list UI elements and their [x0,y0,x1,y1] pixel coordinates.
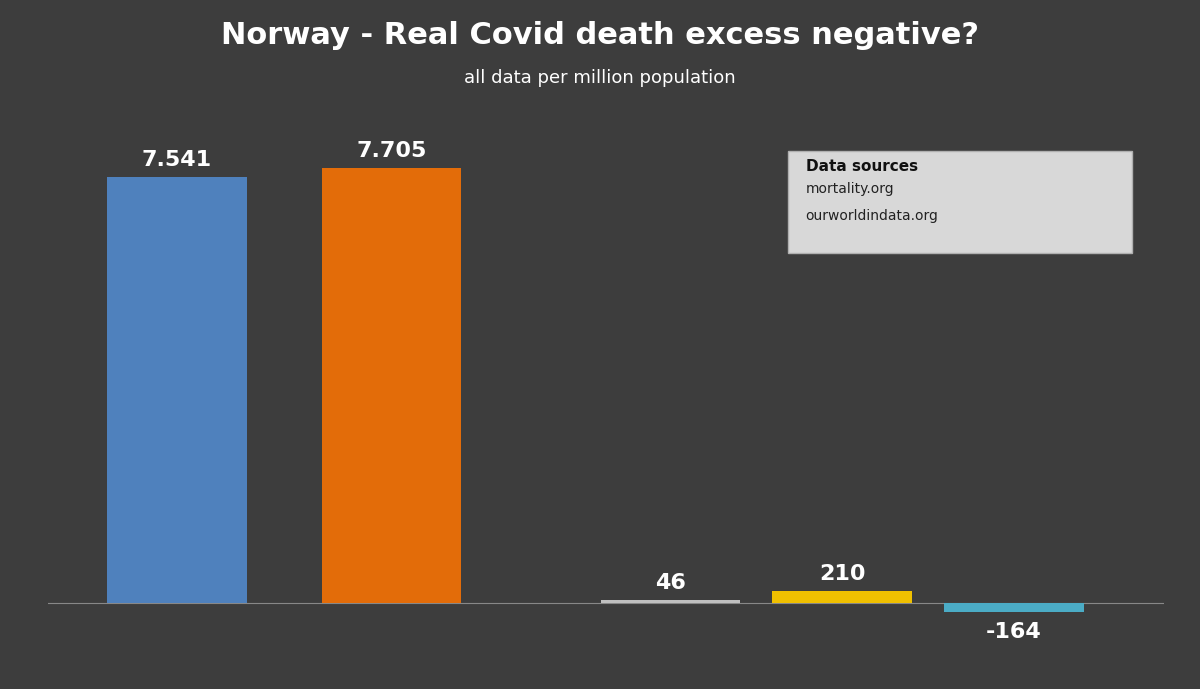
Bar [601,600,740,602]
Text: mortality.org: mortality.org [805,182,894,196]
Text: 7.541: 7.541 [142,150,212,170]
Text: 210: 210 [818,564,865,584]
Bar [788,151,1132,253]
Text: 7.705: 7.705 [356,141,426,161]
Bar [107,177,246,602]
Bar [322,167,461,602]
Text: ourworldindata.org: ourworldindata.org [805,209,938,223]
Bar [773,590,912,602]
Text: -164: -164 [986,622,1042,642]
Text: Norway - Real Covid death excess negative?: Norway - Real Covid death excess negativ… [221,21,979,50]
Text: 46: 46 [655,573,686,593]
Bar [944,602,1084,612]
Text: all data per million population: all data per million population [464,69,736,87]
Text: Data sources: Data sources [805,159,918,174]
